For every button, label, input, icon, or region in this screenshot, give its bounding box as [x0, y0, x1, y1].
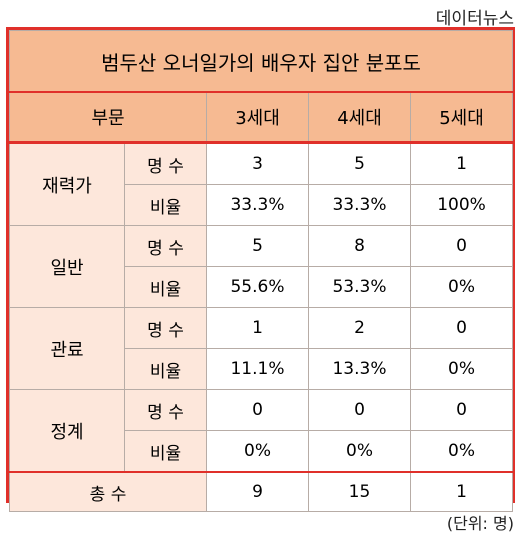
cell-value: 0: [409, 389, 514, 431]
group-label: 재력가: [9, 142, 125, 226]
header-3rd-gen: 3세대: [206, 91, 309, 144]
cell-value: 100%: [409, 184, 514, 226]
cell-value: 0%: [409, 430, 514, 473]
table-row: 비율 33.3% 33.3% 100%: [10, 184, 514, 226]
cell-value: 8: [308, 225, 411, 267]
cell-value: 5: [308, 142, 411, 185]
table-row: 재력가 명 수 3 5 1: [9, 142, 514, 226]
table-row: 비율 55.6% 53.3% 0%: [10, 266, 514, 308]
count-label: 명 수: [124, 389, 207, 431]
header-category: 부문: [9, 91, 207, 144]
group-label: 관료: [9, 307, 125, 390]
group-label: 정계: [9, 389, 125, 473]
table-row: 일반 명 수 5 8 0: [9, 225, 514, 308]
header-5th-gen: 5세대: [409, 91, 514, 144]
count-label: 명 수: [124, 142, 207, 185]
source-label: 데이터뉴스: [435, 9, 514, 29]
cell-value: 1: [409, 142, 514, 185]
unit-label: (단위: 명): [446, 514, 514, 533]
cell-value: 0: [308, 389, 411, 431]
ratio-label: 비율: [124, 348, 207, 390]
cell-value: 53.3%: [308, 266, 411, 308]
count-label: 명 수: [124, 307, 207, 349]
cell-value: 0%: [206, 430, 309, 473]
total-value: 1: [409, 471, 514, 512]
total-value: 9: [206, 471, 309, 512]
cell-value: 11.1%: [206, 348, 309, 390]
group-label: 일반: [9, 225, 125, 308]
table-row: 비율 11.1% 13.3% 0%: [10, 348, 514, 390]
cell-value: 33.3%: [206, 184, 309, 226]
total-label: 총 수: [9, 471, 207, 512]
total-row: 총 수 9 15 1: [9, 471, 514, 512]
ratio-label: 비율: [124, 266, 207, 308]
cell-value: 33.3%: [308, 184, 411, 226]
cell-value: 13.3%: [308, 348, 411, 390]
cell-value: 0: [409, 307, 514, 349]
cell-value: 0%: [409, 266, 514, 308]
table-row: 비율 0% 0% 0%: [10, 430, 514, 473]
cell-value: 0%: [308, 430, 411, 473]
cell-value: 55.6%: [206, 266, 309, 308]
cell-value: 3: [206, 142, 309, 185]
cell-value: 0: [206, 389, 309, 431]
cell-value: 0%: [409, 348, 514, 390]
table-row: 관료 명 수 1 2 0: [9, 307, 514, 390]
cell-value: 2: [308, 307, 411, 349]
table-row: 정계 명 수 0 0 0: [9, 389, 514, 473]
count-label: 명 수: [124, 225, 207, 267]
cell-value: 5: [206, 225, 309, 267]
distribution-table: 범두산 오너일가의 배우자 집안 분포도 부문 3세대 4세대 5세대 재력가 …: [8, 30, 514, 512]
cell-value: 1: [206, 307, 309, 349]
ratio-label: 비율: [124, 184, 207, 226]
ratio-label: 비율: [124, 430, 207, 473]
cell-value: 0: [409, 225, 514, 267]
total-value: 15: [308, 471, 411, 512]
header-4th-gen: 4세대: [308, 91, 411, 144]
table-title: 범두산 오너일가의 배우자 집안 분포도: [8, 30, 514, 93]
